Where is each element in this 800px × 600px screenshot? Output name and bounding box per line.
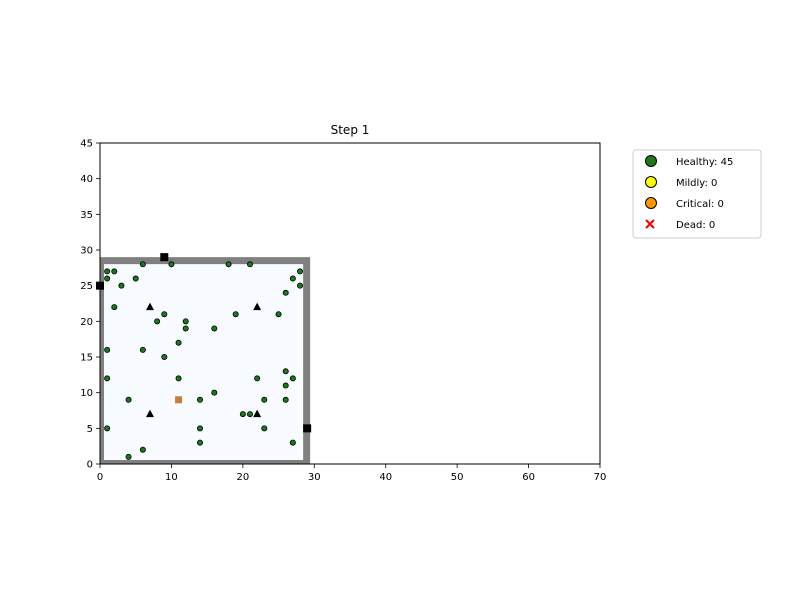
healthy-point bbox=[175, 375, 182, 382]
healthy-point bbox=[211, 325, 218, 332]
healthy-point bbox=[289, 439, 296, 446]
triangle-marker bbox=[253, 302, 262, 311]
x-tick-label: 10 bbox=[165, 472, 178, 483]
healthy-point bbox=[111, 304, 118, 311]
x-axis: 0 10 20 30 40 50 60 70 bbox=[97, 464, 607, 483]
healthy-point bbox=[261, 396, 268, 403]
legend-marker bbox=[645, 197, 657, 209]
healthy-point bbox=[104, 268, 111, 275]
x-tick-label: 40 bbox=[379, 472, 392, 483]
y-tick-label: 10 bbox=[80, 388, 93, 399]
plot-area bbox=[96, 142, 601, 465]
healthy-point bbox=[125, 396, 132, 403]
healthy-point bbox=[104, 425, 111, 432]
door-marker bbox=[160, 253, 169, 262]
y-tick-label: 15 bbox=[80, 353, 93, 364]
healthy-point bbox=[182, 318, 189, 325]
y-tick-label: 0 bbox=[87, 460, 93, 471]
x-tick-label: 30 bbox=[308, 472, 321, 483]
healthy-point bbox=[175, 339, 182, 346]
healthy-point bbox=[139, 446, 146, 453]
healthy-point bbox=[118, 282, 125, 289]
y-axis: 0 5 10 15 20 25 30 35 40 45 bbox=[80, 139, 100, 471]
legend-label: Healthy: 45 bbox=[676, 157, 733, 168]
y-tick-label: 25 bbox=[80, 281, 93, 292]
y-tick-label: 45 bbox=[80, 139, 93, 150]
healthy-point bbox=[296, 282, 303, 289]
y-tick-label: 5 bbox=[87, 424, 93, 435]
x-tick-label: 50 bbox=[451, 472, 464, 483]
x-tick-label: 20 bbox=[236, 472, 249, 483]
healthy-point bbox=[125, 453, 132, 460]
healthy-point bbox=[282, 382, 289, 389]
healthy-point bbox=[182, 325, 189, 332]
healthy-point bbox=[246, 261, 253, 268]
dead-legend-icon bbox=[645, 219, 655, 229]
healthy-point bbox=[225, 261, 232, 268]
healthy-point bbox=[196, 425, 203, 432]
triangle-marker bbox=[146, 302, 154, 311]
healthy-point bbox=[104, 275, 111, 282]
healthy-point bbox=[132, 275, 139, 282]
chart-title: Step 1 bbox=[331, 123, 370, 137]
x-tick-label: 70 bbox=[594, 472, 607, 483]
healthy-point bbox=[289, 275, 296, 282]
healthy-point bbox=[154, 318, 161, 325]
healthy-point bbox=[139, 346, 146, 353]
healthy-point bbox=[168, 261, 175, 268]
legend-label: Mildly: 0 bbox=[676, 178, 717, 189]
x-tick-label: 60 bbox=[522, 472, 535, 483]
special-marker bbox=[175, 396, 183, 404]
healthy-point bbox=[211, 389, 218, 396]
triangle-marker bbox=[253, 409, 262, 418]
legend-label: Critical: 0 bbox=[676, 199, 724, 210]
healthy-point bbox=[239, 411, 246, 418]
healthy-point bbox=[161, 311, 168, 318]
y-tick-label: 20 bbox=[80, 317, 93, 328]
x-tick-label: 0 bbox=[97, 472, 103, 483]
healthy-point bbox=[196, 396, 203, 403]
healthy-point bbox=[139, 261, 146, 268]
legend-label: Dead: 0 bbox=[676, 220, 715, 231]
healthy-point bbox=[296, 268, 303, 275]
legend-marker bbox=[645, 176, 657, 188]
triangle-marker bbox=[146, 409, 154, 418]
healthy-point bbox=[111, 268, 118, 275]
healthy-point bbox=[275, 311, 282, 318]
healthy-point bbox=[254, 375, 261, 382]
healthy-point bbox=[261, 425, 268, 432]
y-tick-label: 40 bbox=[80, 174, 93, 185]
healthy-point bbox=[246, 411, 253, 418]
healthy-point bbox=[196, 439, 203, 446]
axes-frame bbox=[99, 142, 601, 465]
room-floor bbox=[104, 264, 304, 460]
healthy-point bbox=[104, 375, 111, 382]
healthy-point bbox=[282, 396, 289, 403]
healthy-point bbox=[161, 353, 168, 360]
dead-icon-stroke bbox=[645, 219, 655, 229]
door-marker bbox=[303, 424, 312, 433]
y-tick-label: 35 bbox=[80, 210, 93, 221]
legend: Healthy: 45 Mildly: 0 Critical: 0 Dead: 0 bbox=[632, 149, 762, 239]
healthy-point bbox=[289, 375, 296, 382]
healthy-point bbox=[232, 311, 239, 318]
healthy-point bbox=[104, 346, 111, 353]
healthy-point bbox=[282, 368, 289, 375]
legend-marker bbox=[645, 155, 657, 167]
legend-box bbox=[632, 149, 762, 239]
y-tick-label: 30 bbox=[80, 246, 93, 257]
healthy-point bbox=[282, 289, 289, 296]
